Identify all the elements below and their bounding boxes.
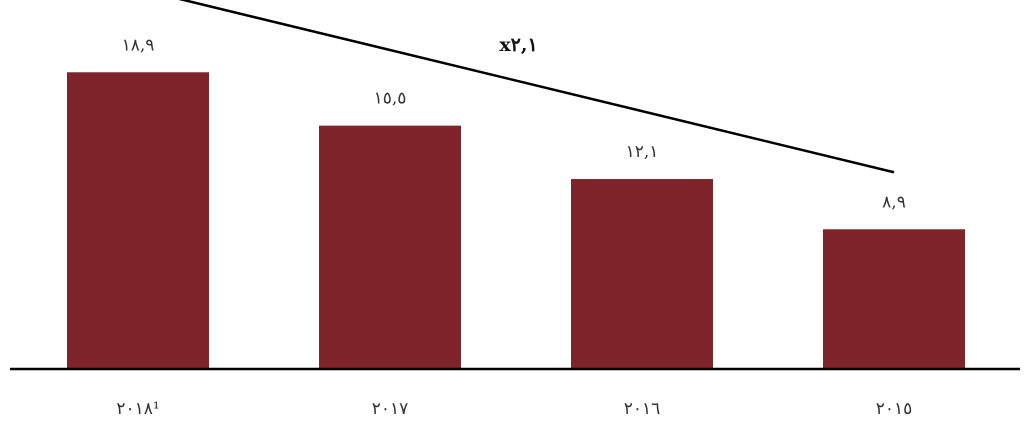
growth-arrow [178, 0, 895, 174]
bars-group [67, 72, 965, 370]
bar-value-label-1: ١٥,٥ [374, 89, 407, 109]
value-labels-group: ١٨,٩ ١٥,٥ ١٢,١ ٨,٩ [122, 35, 906, 212]
bar-value-label-2: ١٢,١ [626, 142, 659, 162]
bar-value-label-0: ١٨,٩ [122, 35, 155, 55]
growth-annotation-label: x٢,١ [499, 34, 537, 56]
x-tick-label-3: ٢٠١٥ [876, 399, 913, 419]
bar-2 [571, 179, 713, 369]
bar-0 [67, 72, 209, 370]
x-tick-labels-group: ٢٠١٨¹ ٢٠١٧ ٢٠١٦ ٢٠١٥ [116, 399, 912, 419]
x-tick-label-0: ٢٠١٨¹ [116, 399, 159, 419]
x-tick-label-1: ٢٠١٧ [372, 399, 409, 419]
bar-3 [823, 229, 965, 369]
bar-value-label-3: ٨,٩ [882, 192, 906, 212]
x-tick-label-2: ٢٠١٦ [624, 399, 661, 419]
bar-1 [319, 125, 461, 370]
